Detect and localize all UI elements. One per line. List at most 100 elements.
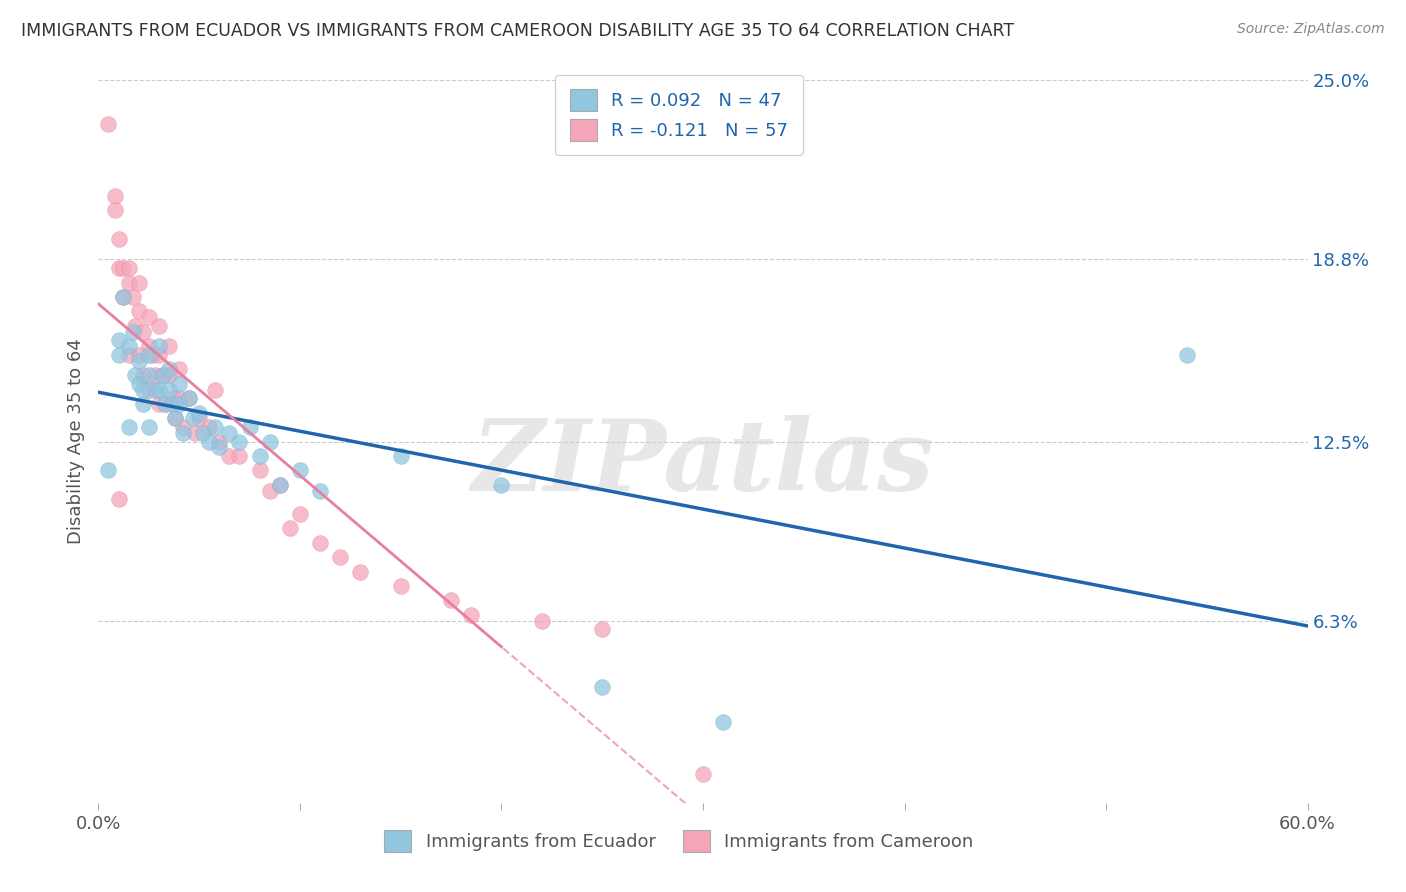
Point bbox=[172, 420, 194, 434]
Point bbox=[142, 348, 165, 362]
Point bbox=[167, 391, 190, 405]
Point bbox=[167, 362, 190, 376]
Point bbox=[103, 203, 125, 218]
Point bbox=[188, 411, 211, 425]
Text: Source: ZipAtlas.com: Source: ZipAtlas.com bbox=[1237, 22, 1385, 37]
Point bbox=[288, 463, 311, 477]
Text: ZIPatlas: ZIPatlas bbox=[472, 415, 934, 511]
Point bbox=[184, 425, 207, 440]
Point bbox=[440, 593, 463, 607]
Point bbox=[269, 478, 291, 492]
Point bbox=[132, 383, 155, 397]
Point bbox=[172, 425, 194, 440]
Point bbox=[124, 318, 146, 333]
Point bbox=[118, 261, 141, 276]
Point bbox=[97, 463, 120, 477]
Point bbox=[118, 420, 141, 434]
Point bbox=[389, 579, 412, 593]
Point bbox=[138, 339, 160, 353]
Point bbox=[208, 434, 231, 449]
Point bbox=[1175, 348, 1198, 362]
Point bbox=[107, 334, 129, 348]
Point bbox=[143, 383, 166, 397]
Point bbox=[121, 325, 143, 339]
Point bbox=[132, 397, 155, 411]
Point bbox=[107, 348, 129, 362]
Point bbox=[228, 449, 250, 463]
Point bbox=[163, 411, 186, 425]
Point bbox=[198, 420, 221, 434]
Point bbox=[148, 339, 170, 353]
Point bbox=[111, 261, 134, 276]
Point bbox=[389, 449, 412, 463]
Point bbox=[162, 391, 184, 405]
Point bbox=[128, 276, 150, 290]
Point bbox=[138, 383, 160, 397]
Point bbox=[132, 325, 155, 339]
Point bbox=[118, 348, 141, 362]
Point bbox=[239, 420, 262, 434]
Point bbox=[138, 420, 160, 434]
Text: IMMIGRANTS FROM ECUADOR VS IMMIGRANTS FROM CAMEROON DISABILITY AGE 35 TO 64 CORR: IMMIGRANTS FROM ECUADOR VS IMMIGRANTS FR… bbox=[21, 22, 1014, 40]
Point bbox=[153, 397, 176, 411]
Point bbox=[107, 492, 129, 507]
Point bbox=[138, 310, 160, 325]
Point bbox=[124, 368, 146, 382]
Point bbox=[181, 411, 204, 425]
Point bbox=[530, 614, 553, 628]
Point bbox=[107, 261, 129, 276]
Point bbox=[259, 434, 281, 449]
Point bbox=[269, 478, 291, 492]
Point bbox=[591, 623, 613, 637]
Point bbox=[198, 434, 221, 449]
Point bbox=[163, 411, 186, 425]
Point bbox=[249, 463, 271, 477]
Point bbox=[128, 353, 150, 368]
Point bbox=[157, 362, 180, 376]
Point bbox=[249, 449, 271, 463]
Point bbox=[460, 607, 482, 622]
Point bbox=[218, 449, 240, 463]
Point bbox=[138, 348, 160, 362]
Point bbox=[118, 339, 141, 353]
Point bbox=[278, 521, 301, 535]
Point bbox=[179, 391, 201, 405]
Point bbox=[491, 478, 513, 492]
Point bbox=[152, 368, 174, 382]
Point bbox=[167, 397, 190, 411]
Point bbox=[349, 565, 371, 579]
Point bbox=[288, 507, 311, 521]
Point bbox=[157, 383, 180, 397]
Point bbox=[309, 483, 332, 498]
Point bbox=[148, 318, 170, 333]
Point bbox=[204, 383, 226, 397]
Point bbox=[138, 368, 160, 382]
Point bbox=[204, 420, 226, 434]
Point bbox=[309, 535, 332, 549]
Legend: Immigrants from Ecuador, Immigrants from Cameroon: Immigrants from Ecuador, Immigrants from… bbox=[377, 822, 981, 859]
Point bbox=[128, 348, 150, 362]
Point bbox=[128, 376, 150, 391]
Point bbox=[97, 117, 120, 131]
Point bbox=[692, 767, 714, 781]
Point bbox=[591, 680, 613, 694]
Point bbox=[228, 434, 250, 449]
Point bbox=[218, 425, 240, 440]
Point bbox=[111, 290, 134, 304]
Point bbox=[167, 376, 190, 391]
Point bbox=[132, 368, 155, 382]
Point bbox=[157, 368, 180, 382]
Point bbox=[148, 397, 170, 411]
Point bbox=[128, 304, 150, 318]
Point bbox=[208, 440, 231, 454]
Point bbox=[188, 406, 211, 420]
Point bbox=[111, 290, 134, 304]
Point bbox=[152, 368, 174, 382]
Point bbox=[121, 290, 143, 304]
Point bbox=[148, 383, 170, 397]
Point bbox=[711, 714, 734, 729]
Point bbox=[148, 348, 170, 362]
Point bbox=[162, 397, 184, 411]
Point bbox=[193, 425, 215, 440]
Point bbox=[103, 189, 125, 203]
